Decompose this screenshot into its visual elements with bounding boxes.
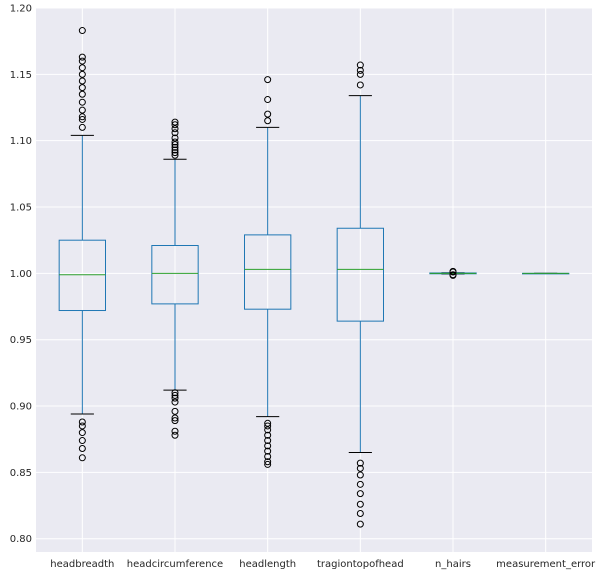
outlier-point [264, 422, 272, 430]
y-tick-labels: 0.80 0.85 0.90 0.95 1.00 1.05 1.10 1.15 1.20 [10, 4, 32, 546]
outlier-point [356, 459, 364, 467]
y-tick-label: 0.80 [10, 534, 32, 545]
outlier-point [171, 134, 179, 142]
outlier-point [356, 490, 364, 498]
box-tragiontopofhead [336, 61, 384, 528]
outlier-point [264, 452, 272, 460]
y-tick-label: 0.95 [10, 335, 32, 346]
outlier-point [78, 113, 86, 121]
y-tick-label: 1.10 [10, 136, 32, 147]
box-iqr [244, 234, 292, 310]
outlier-point [78, 454, 86, 462]
box-iqr [336, 227, 384, 322]
y-tick-label: 1.05 [10, 203, 32, 214]
outlier-point [78, 429, 86, 437]
outlier-point [171, 417, 179, 425]
outlier-point [171, 389, 179, 397]
box-iqr [58, 239, 106, 312]
x-tick-label: tragiontopofhead [317, 559, 404, 570]
outlier-point [78, 77, 86, 85]
outlier-point [78, 57, 86, 65]
outlier-point [78, 27, 86, 35]
outlier-point [356, 500, 364, 508]
outlier-point [356, 66, 364, 74]
outlier-point [356, 81, 364, 89]
x-tick-label: n_hairs [435, 559, 471, 570]
y-tick-label: 0.90 [10, 402, 32, 413]
plot-background [36, 8, 592, 552]
outlier-point [78, 64, 86, 72]
outlier-point [78, 123, 86, 131]
y-tick-label: 1.15 [10, 70, 32, 81]
outlier-point [78, 98, 86, 106]
outlier-point [264, 447, 272, 455]
x-tick-label: headlength [239, 559, 296, 570]
outlier-point [171, 118, 179, 126]
x-tick-label: headbreadth [50, 559, 114, 570]
outlier-point [264, 442, 272, 450]
outlier-point [264, 437, 272, 445]
outlier-point [78, 115, 86, 123]
y-tick-label: 1.00 [10, 269, 32, 280]
outlier-point [171, 407, 179, 415]
outlier-point [264, 426, 272, 434]
x-tick-label: measurement_error [496, 559, 596, 570]
outlier-point [264, 431, 272, 439]
outlier-point [356, 480, 364, 488]
outlier-point [78, 418, 86, 426]
outlier-point [171, 146, 179, 154]
outlier-point [356, 510, 364, 518]
grid-lines [36, 7, 592, 552]
outlier-point [171, 398, 179, 406]
x-tick-labels: headbreadth headcircumference headlength tr… [50, 559, 596, 570]
outlier-point [171, 143, 179, 151]
y-tick-label: 0.85 [10, 468, 32, 479]
outlier-point [264, 96, 272, 104]
outlier-point [78, 70, 86, 78]
outlier-point [78, 84, 86, 92]
outlier-point [171, 125, 179, 133]
outlier-point [78, 90, 86, 98]
outlier-point [78, 106, 86, 114]
outlier-point [449, 271, 457, 279]
outlier-point [171, 149, 179, 157]
outlier-point [171, 138, 179, 146]
outlier-point [356, 471, 364, 479]
box-headcircumference [151, 118, 199, 439]
outlier-point [264, 419, 272, 427]
outlier-point [171, 394, 179, 402]
outlier-point [171, 121, 179, 129]
box-iqr [151, 245, 199, 305]
box-headbreadth [58, 27, 106, 462]
y-tick-label: 1.20 [10, 4, 32, 15]
box-n_hairs [429, 267, 477, 279]
outlier-point [78, 445, 86, 453]
box-series [58, 27, 570, 528]
outlier-point [264, 458, 272, 466]
outlier-point [171, 129, 179, 137]
outlier-point [356, 70, 364, 78]
box-measurement_error [522, 272, 570, 275]
outlier-point [356, 464, 364, 472]
outlier-point [171, 414, 179, 422]
outlier-point [264, 460, 272, 468]
x-tick-label: headcircumference [127, 559, 223, 570]
box-headlength [244, 76, 292, 468]
outlier-point [78, 53, 86, 61]
outlier-point [449, 267, 457, 275]
outlier-point [356, 520, 364, 528]
outlier-point [171, 391, 179, 399]
outlier-point [356, 61, 364, 69]
outlier-point [171, 431, 179, 439]
outlier-point [78, 437, 86, 445]
outlier-point [171, 141, 179, 149]
outlier-point [171, 427, 179, 435]
outlier-point [264, 110, 272, 118]
outlier-point [264, 76, 272, 84]
outlier-point [78, 422, 86, 430]
outlier-point [264, 117, 272, 125]
outlier-point [171, 151, 179, 159]
